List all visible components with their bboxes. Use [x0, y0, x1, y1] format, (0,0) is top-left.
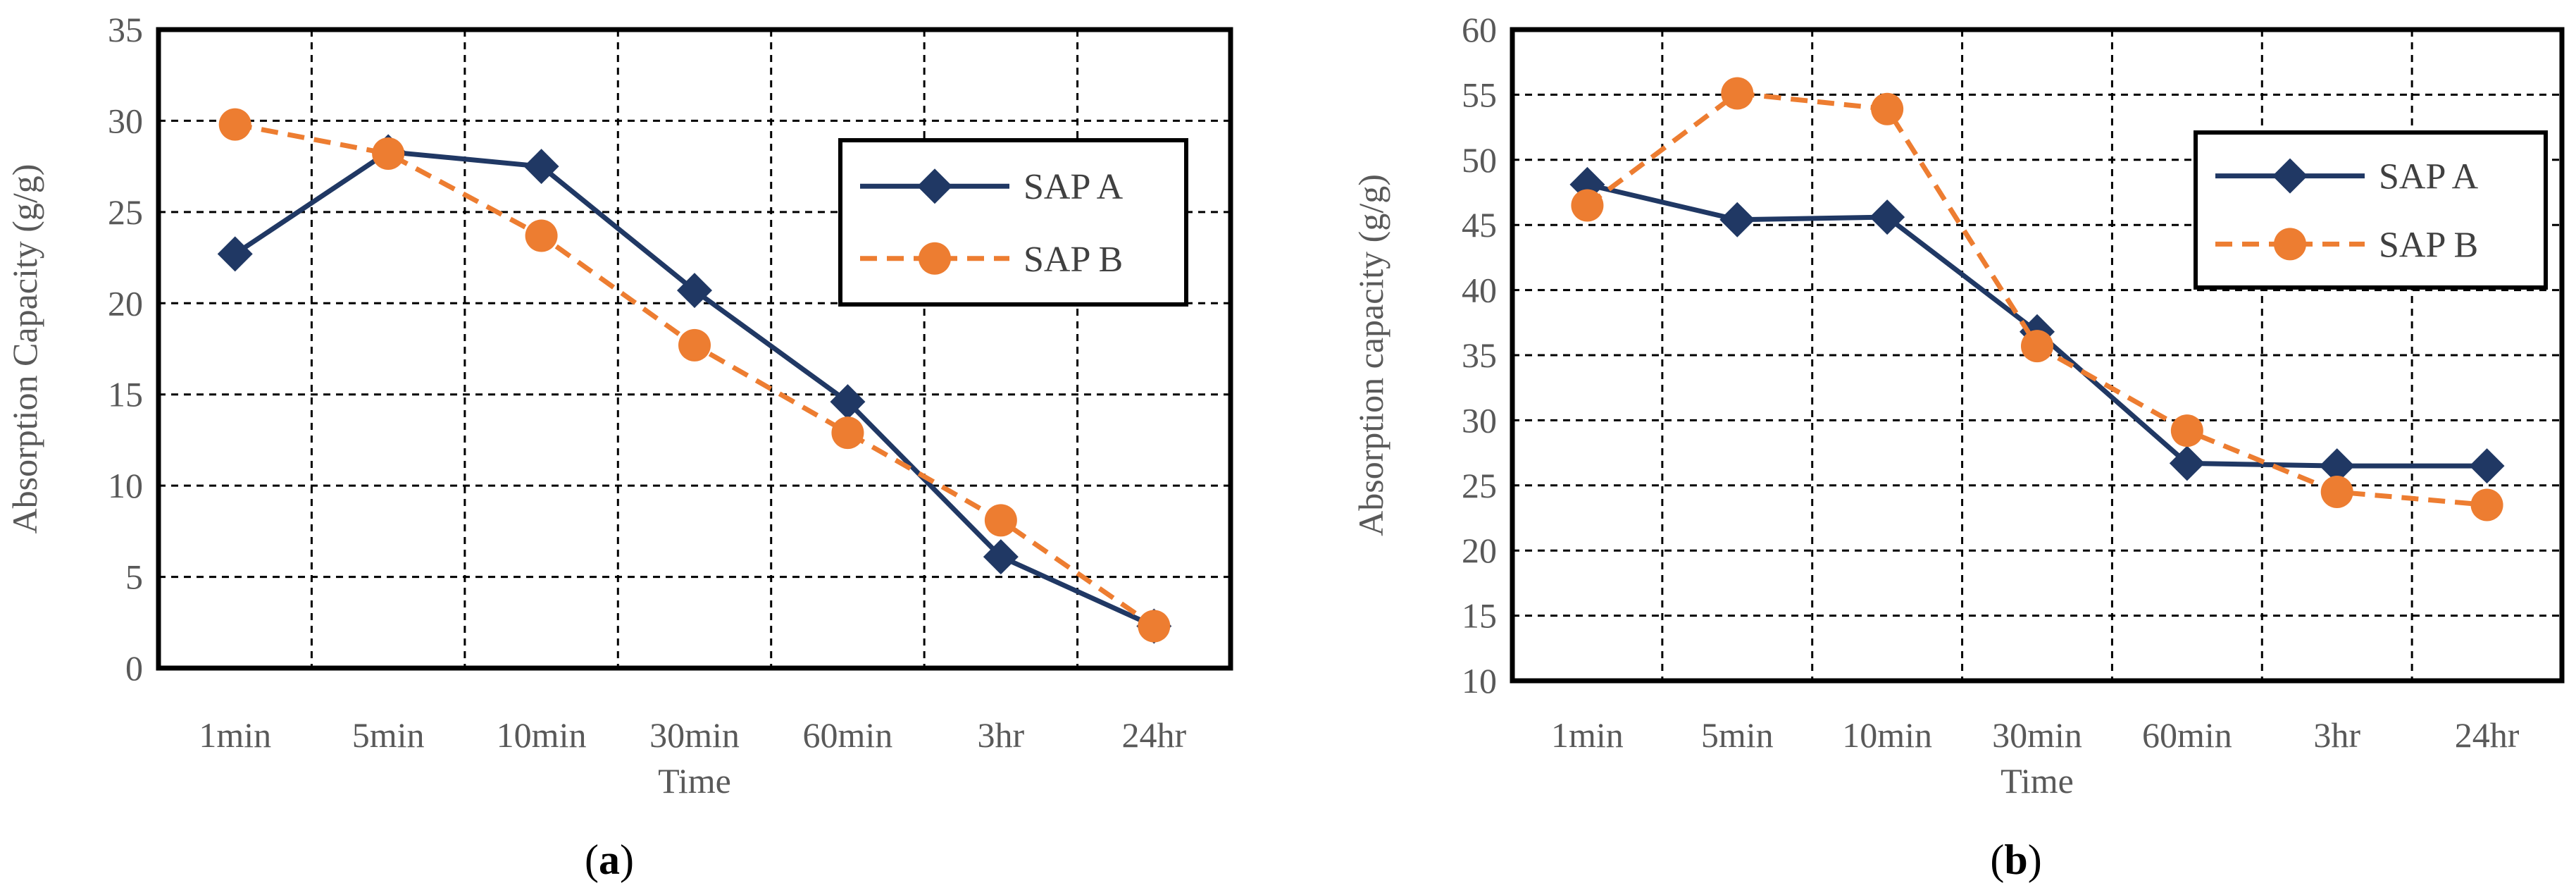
x-tick-label: 1min [1551, 715, 1624, 755]
data-point-circle [1721, 77, 1754, 110]
y-tick-label: 10 [1462, 661, 1497, 700]
data-point-diamond [677, 273, 712, 309]
x-tick-label: 60min [803, 715, 893, 755]
data-point-diamond [2169, 445, 2205, 481]
x-tick-label: 24hr [1121, 715, 1186, 755]
caption-paren-open: ( [1990, 837, 2004, 883]
caption-paren-close: ) [620, 837, 634, 883]
plot-frame [1510, 27, 2565, 684]
data-point-circle [1138, 610, 1171, 643]
figure-caption: (a) [585, 837, 634, 883]
y-tick-label: 15 [1462, 596, 1497, 636]
caption-paren-open: ( [585, 837, 599, 883]
legend-label: SAP A [2379, 157, 2479, 197]
data-point-diamond [523, 149, 559, 185]
y-tick-label: 10 [108, 466, 143, 505]
y-tick-label: 0 [125, 648, 143, 688]
y-tick-label: 5 [125, 557, 143, 597]
y-tick-label: 25 [108, 192, 143, 232]
y-tick-label: 30 [108, 101, 143, 140]
data-point-circle [831, 416, 864, 450]
data-point-circle [2320, 476, 2353, 509]
data-point-circle [1571, 189, 1604, 222]
y-tick-label: 60 [1462, 10, 1497, 49]
x-tick-label: 10min [497, 715, 587, 755]
plot-frame [156, 27, 1233, 671]
y-tick-label: 25 [1462, 466, 1497, 505]
x-tick-label: 24hr [2455, 715, 2520, 755]
data-point-circle [2021, 330, 2053, 363]
y-tick-label: 30 [1462, 400, 1497, 440]
y-tick-label: 20 [108, 283, 143, 323]
data-point-circle [2470, 488, 2503, 521]
x-axis-title: Time [658, 761, 731, 801]
y-tick-label: 40 [1462, 271, 1497, 310]
data-point-circle [1871, 92, 1904, 125]
chart-b: 10 15 20 25 30 35 40 45 50 55 60 1min 5min 10min 30min… [1351, 10, 2565, 883]
y-tick-label: 50 [1462, 140, 1497, 180]
legend-marker-circle [2274, 228, 2306, 261]
y-tick-label: 20 [1462, 531, 1497, 570]
x-tick-label: 30min [649, 715, 740, 755]
caption-paren-close: ) [2028, 837, 2042, 883]
legend-label: SAP B [2379, 225, 2478, 265]
data-point-diamond [983, 539, 1019, 575]
x-tick-label: 30min [1992, 715, 2082, 755]
x-tick-label: 60min [2142, 715, 2232, 755]
legend-marker-diamond [917, 168, 952, 204]
legend-label: SAP A [1023, 167, 1124, 207]
caption-letter: b [2004, 837, 2027, 883]
caption-letter: a [599, 837, 620, 883]
data-point-circle [2170, 414, 2203, 448]
x-axis-title: Time [2001, 761, 2074, 801]
y-tick-label: 15 [108, 375, 143, 414]
data-point-diamond [2319, 448, 2355, 484]
y-axis-title: Absorption capacity (g/g) [1351, 174, 1390, 536]
legend-box [2194, 130, 2548, 290]
x-tick-label: 1min [199, 715, 271, 755]
figure-caption: (b) [1990, 837, 2041, 883]
chart-a: 0 5 10 15 20 25 30 35 1min 5min 10min 30min 60min 3hr… [5, 10, 1233, 883]
data-point-diamond [2469, 448, 2505, 484]
y-tick-label: 35 [108, 10, 143, 49]
data-point-diamond [217, 236, 253, 272]
y-axis-title: Absorption Capacity (g/g) [5, 164, 44, 534]
data-point-circle [678, 328, 711, 362]
y-tick-label: 35 [1462, 335, 1497, 375]
legend-marker-circle [919, 242, 951, 275]
x-tick-label: 5min [1701, 715, 1774, 755]
legend-label: SAP B [1023, 240, 1123, 280]
data-point-circle [372, 137, 405, 171]
x-tick-label: 5min [352, 715, 425, 755]
data-point-circle [984, 504, 1017, 537]
x-tick-label: 3hr [978, 715, 1025, 755]
x-tick-label: 3hr [2313, 715, 2360, 755]
y-tick-label: 55 [1462, 75, 1497, 114]
data-point-diamond [1869, 199, 1905, 235]
data-point-diamond [830, 384, 866, 420]
legend-box [838, 138, 1188, 307]
legend-marker-diamond [2272, 158, 2308, 194]
x-tick-label: 10min [1842, 715, 1932, 755]
data-point-diamond [1719, 202, 1755, 237]
y-tick-label: 45 [1462, 205, 1497, 245]
data-point-circle [218, 108, 251, 141]
data-point-circle [525, 219, 558, 252]
